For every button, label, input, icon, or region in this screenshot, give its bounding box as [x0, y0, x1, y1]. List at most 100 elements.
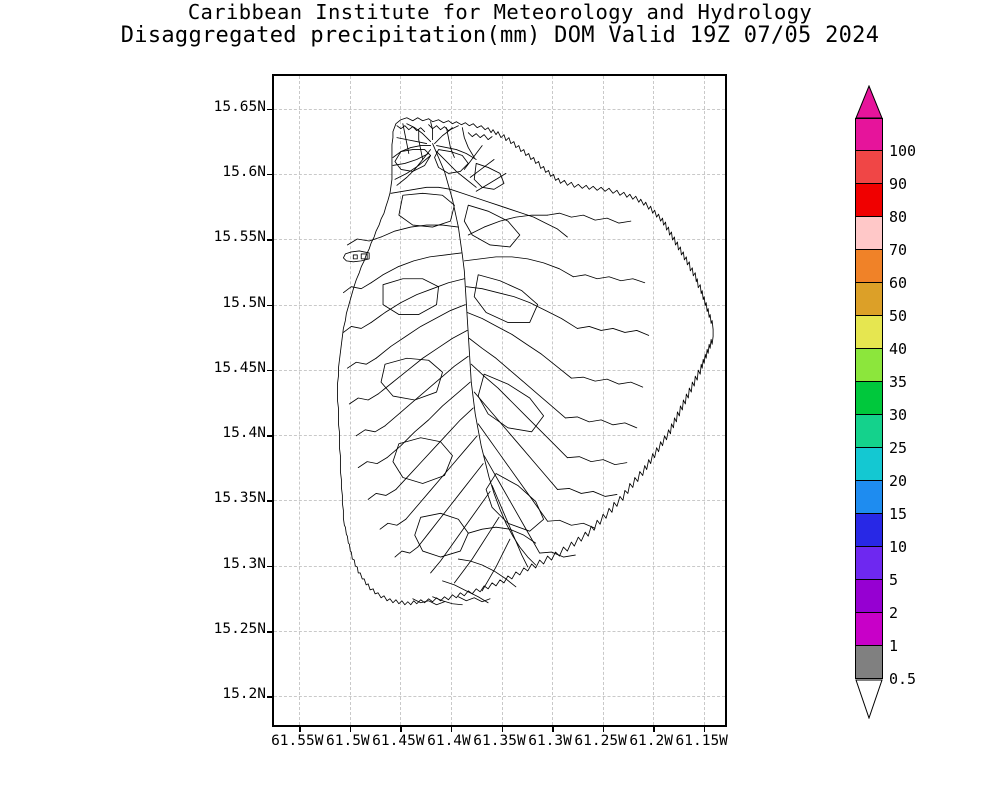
longitude-label: 61.15W — [675, 733, 728, 749]
gridline-horizontal — [274, 108, 725, 110]
west-ridge-4 — [346, 357, 377, 369]
colorbar-band — [855, 481, 883, 514]
south-tip-detail-2 — [457, 596, 491, 603]
gridline-horizontal — [274, 239, 725, 241]
watershed-west-7 — [386, 381, 471, 459]
watershed-transverse-north — [390, 186, 568, 238]
colorbar-label: 50 — [889, 307, 908, 325]
coastline-path — [337, 117, 714, 606]
tick-latitude — [267, 435, 274, 437]
colorbar-label: 60 — [889, 274, 908, 292]
parish-outline-8 — [380, 357, 443, 401]
colorbar-band — [855, 580, 883, 613]
tick-longitude — [602, 725, 605, 732]
colorbar-label: 30 — [889, 406, 908, 424]
west-ridge-1 — [346, 236, 382, 246]
watershed-east-4 — [466, 312, 572, 379]
colorbar-band — [855, 613, 883, 646]
parish-outline-9 — [477, 373, 545, 433]
longitude-label: 61.4W — [427, 733, 471, 749]
east-ridge-2 — [572, 274, 646, 284]
east-ridge-6 — [566, 456, 628, 466]
watershed-north-15 — [463, 145, 483, 170]
colorbar-band — [855, 382, 883, 415]
west-ridge-2 — [342, 282, 372, 294]
colorbar-label: 100 — [889, 142, 917, 160]
gridline-vertical — [703, 76, 705, 725]
watershed-north-7 — [430, 121, 434, 141]
watershed-west-5 — [377, 330, 468, 395]
latitude-label: 15.25N — [213, 621, 266, 638]
colorbar-band — [855, 415, 883, 448]
north-coast-detail — [396, 125, 426, 133]
west-bay-outline — [342, 250, 370, 263]
colorbar-band — [855, 316, 883, 349]
west-ridge-6 — [355, 425, 386, 437]
watershed-north-2 — [392, 145, 432, 158]
west-ridge-8 — [367, 489, 397, 500]
colorbar-band — [855, 184, 883, 217]
watershed-east-8 — [477, 423, 548, 522]
northeast-coast-detail — [467, 132, 493, 141]
tick-longitude — [400, 725, 402, 732]
gridline-horizontal — [274, 369, 725, 371]
south-tip-detail — [412, 598, 445, 606]
east-ridge-9 — [539, 551, 576, 558]
longitude-label: 61.45W — [372, 733, 425, 749]
gridline-vertical — [400, 76, 402, 725]
colorbar-above-max-arrow-icon — [855, 85, 883, 119]
parish-outline-6 — [382, 278, 439, 315]
colorbar-band — [855, 514, 883, 547]
gridline-horizontal — [274, 500, 725, 502]
tick-longitude — [703, 725, 706, 732]
map-canvas — [274, 76, 725, 725]
colorbar-band — [855, 283, 883, 316]
watershed-west-12 — [453, 516, 500, 584]
parish-outline-4 — [398, 192, 455, 228]
west-bay-inner-2 — [360, 253, 368, 260]
colorbar-bands — [855, 118, 883, 679]
watershed-north-5 — [436, 145, 477, 160]
watershed-north-9 — [446, 127, 455, 158]
tick-latitude — [267, 304, 274, 307]
watershed-south-3 — [442, 580, 489, 604]
latitude-label: 15.45N — [213, 359, 266, 376]
watershed-north-3 — [396, 149, 432, 186]
watershed-north-14 — [394, 155, 432, 180]
map-plot-area[interactable] — [267, 74, 727, 732]
longitude-label: 61.5W — [326, 733, 370, 749]
colorbar-label: 80 — [889, 208, 908, 226]
title-block: Caribbean Institute for Meteorology and … — [0, 0, 1000, 49]
colorbar-label: 20 — [889, 472, 908, 490]
institute-title: Caribbean Institute for Meteorology and … — [187, 0, 813, 24]
colorbar-band — [855, 448, 883, 481]
west-ridge-10 — [394, 546, 419, 558]
tick-longitude — [653, 725, 655, 732]
colorbar-band — [855, 646, 883, 679]
colorbar-label: 1 — [889, 637, 899, 655]
longitude-label: 61.35W — [473, 733, 526, 749]
watershed-west-2 — [370, 252, 462, 284]
watershed-north-12 — [396, 137, 428, 145]
parish-outline-7 — [473, 274, 539, 323]
east-ridge-3 — [576, 326, 650, 336]
colorbar-band — [855, 118, 883, 151]
colorbar-label: 10 — [889, 538, 908, 556]
tick-longitude — [552, 725, 554, 732]
gridline-horizontal — [274, 304, 725, 306]
colorbar-legend[interactable]: 0.5 1 2 5 10 15 20 25 30 35 40 50 60 70 80 90 100 — [855, 85, 916, 719]
gridline-vertical — [602, 76, 604, 725]
tick-longitude — [299, 725, 301, 732]
colorbar-label: 0.5 — [889, 670, 917, 688]
colorbar-label: 5 — [889, 571, 899, 589]
tick-latitude — [267, 565, 274, 568]
latitude-label: 15.35N — [213, 490, 266, 507]
watershed-south-2 — [457, 558, 517, 588]
west-ridge-7 — [357, 457, 388, 469]
watershed-west-3 — [370, 278, 465, 323]
watershed-west-4 — [375, 304, 466, 359]
east-ridge-4 — [570, 376, 644, 388]
latitude-label: 15.65N — [213, 98, 266, 115]
gridline-horizontal — [274, 631, 725, 633]
latitude-label: 15.55N — [213, 229, 266, 246]
